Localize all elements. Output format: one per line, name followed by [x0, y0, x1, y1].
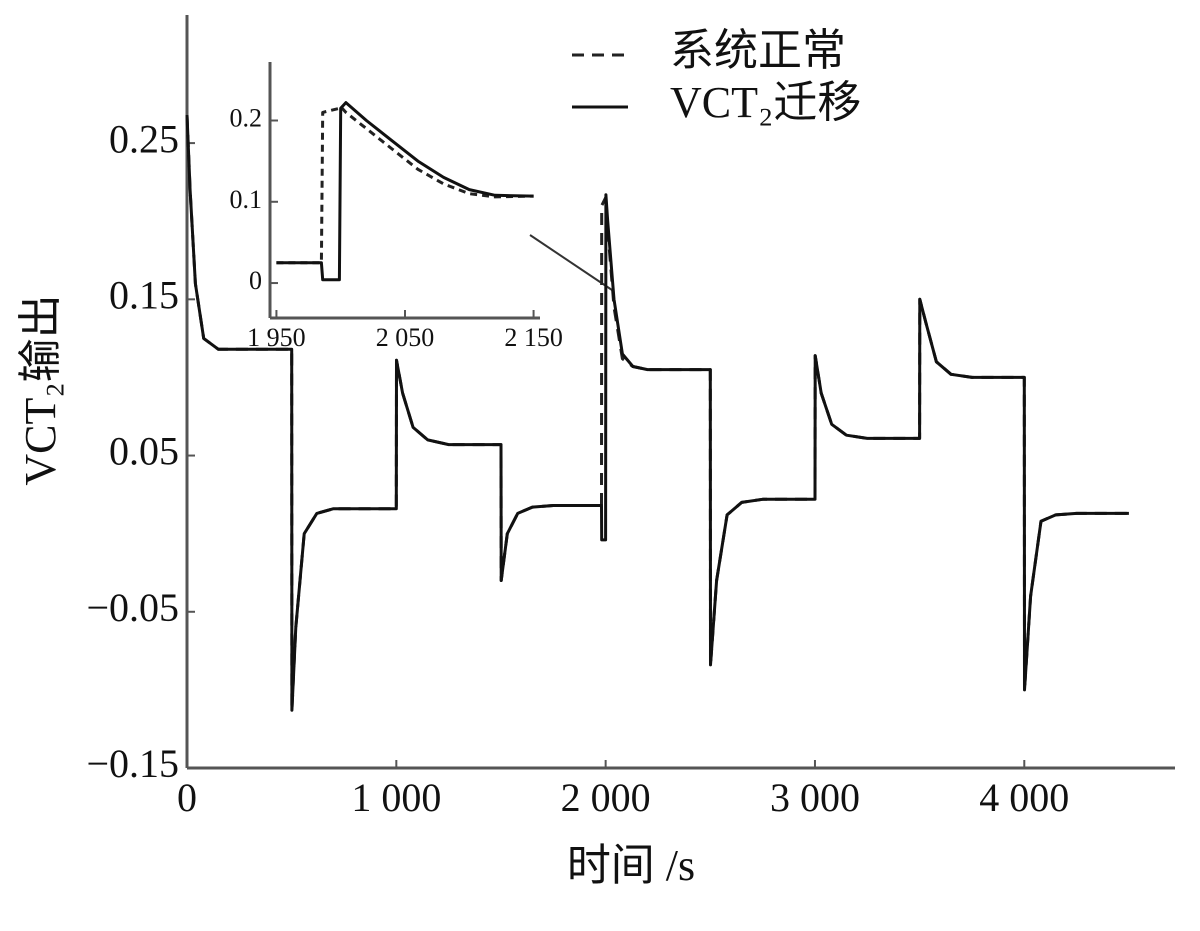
zoom-pointer — [529, 234, 613, 291]
x-tick-label: 4 000 — [979, 775, 1069, 820]
y-tick-label: 0.1 — [230, 185, 263, 214]
x-tick-label: 1 950 — [247, 323, 306, 352]
x-tick-label: 2 150 — [504, 323, 563, 352]
y-tick-label: 0.25 — [109, 116, 179, 161]
legend-label: 系统正常 — [670, 26, 846, 75]
data-line — [276, 105, 534, 265]
data-line — [276, 101, 534, 282]
y-tick-label: 0 — [249, 266, 262, 295]
y-tick-label: 0.05 — [109, 429, 179, 474]
y-tick-label: 0.15 — [109, 272, 179, 317]
x-tick-label: 0 — [177, 775, 197, 820]
x-tick-label: 3 000 — [770, 775, 860, 820]
y-tick-label: 0.2 — [230, 103, 263, 132]
y-axis-label: VCT₂输出 — [16, 294, 65, 485]
y-tick-label: −0.15 — [86, 741, 179, 786]
data-line — [185, 114, 1129, 712]
data-line — [185, 114, 1129, 712]
x-tick-label: 1 000 — [351, 775, 441, 820]
legend-label: VCT₂迁移 — [670, 78, 861, 127]
x-axis-label: 时间 /s — [567, 841, 695, 890]
y-tick-label: −0.05 — [86, 585, 179, 630]
x-tick-label: 2 050 — [376, 323, 435, 352]
x-tick-label: 2 000 — [561, 775, 651, 820]
